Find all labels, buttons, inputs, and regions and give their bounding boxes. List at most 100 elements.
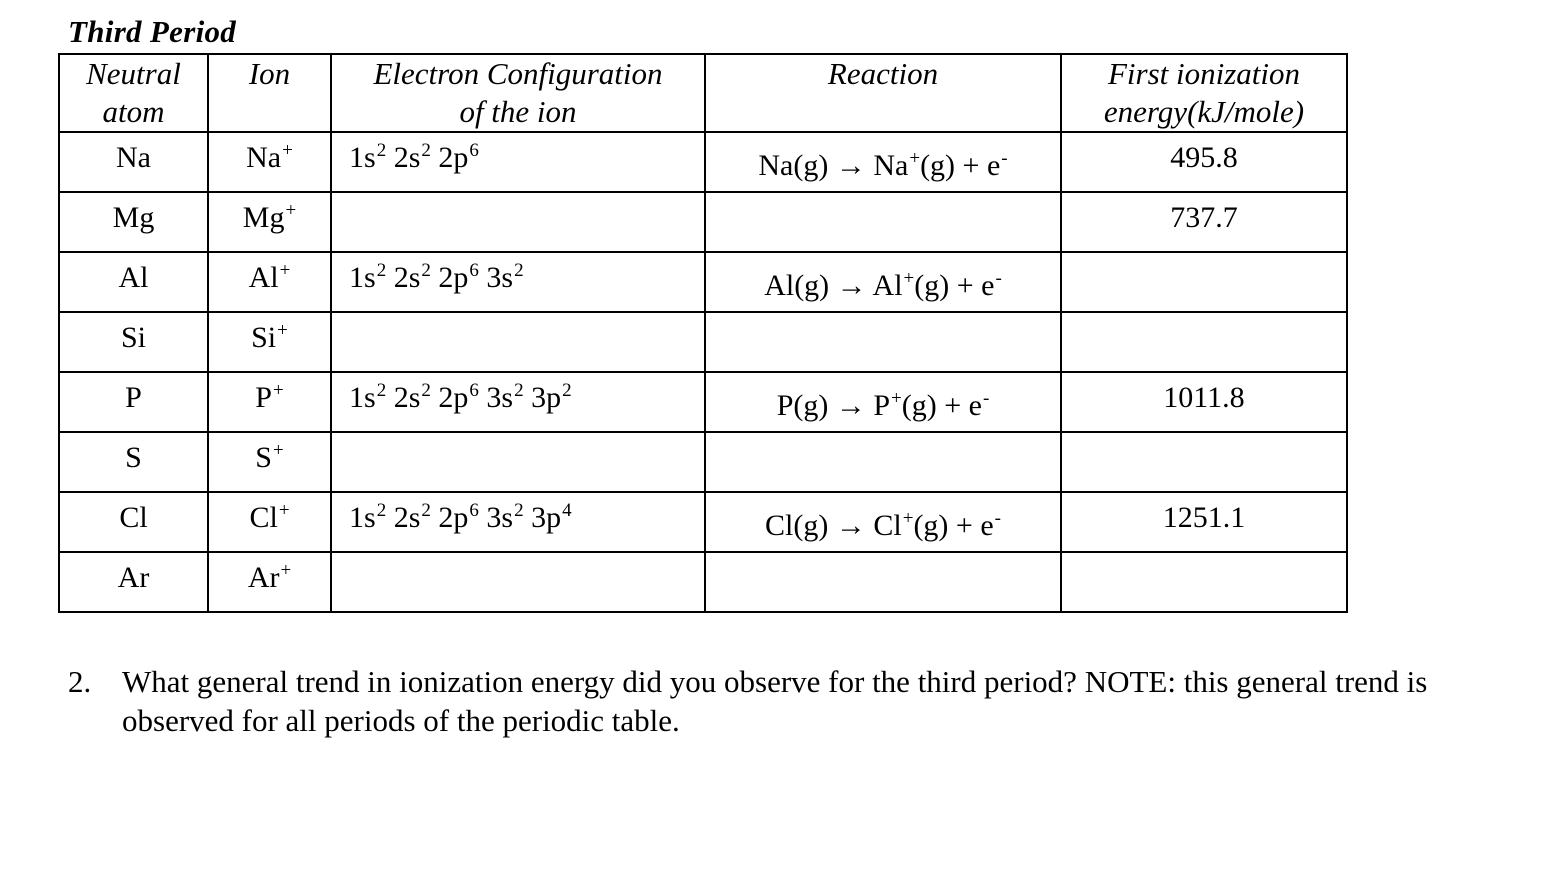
orbital: 3p (531, 381, 562, 414)
atom-cell: Na (58, 131, 209, 193)
orbital: 2s (393, 141, 421, 174)
ion-charge: + (272, 380, 284, 401)
orbital-electrons: 4 (562, 500, 572, 521)
electron-config-cell: 1s2 2s2 2p6 3s2 3p4 (330, 491, 706, 553)
ion-base: Al (248, 261, 279, 294)
reaction-cell (704, 551, 1062, 613)
reaction-cell: P(g) → P+(g) + e- (704, 371, 1062, 433)
ionization-energy-cell: 737.7 (1060, 191, 1348, 253)
header-first-ionization-energy: First ionization energy(kJ/mole) (1060, 53, 1348, 133)
ion-base: Si (251, 321, 277, 354)
product-ion: Al (872, 269, 903, 302)
ion-symbol: Al+ (249, 253, 291, 295)
atom-cell: S (58, 431, 209, 493)
header-reaction: Reaction (704, 53, 1062, 133)
ion-cell: Cl+ (207, 491, 332, 553)
ionization-energy-cell: 495.8 (1060, 131, 1348, 193)
ion-base: P (255, 381, 272, 414)
electron-config-cell: 1s2 2s2 2p6 (330, 131, 706, 193)
orbital-electrons: 2 (514, 500, 524, 521)
electron-config-cell (330, 191, 706, 253)
ion-charge: + (279, 260, 291, 281)
reaction-cell (704, 191, 1062, 253)
atom-cell: Si (58, 311, 209, 373)
orbital: 1s (349, 261, 376, 294)
section-title: Third Period (68, 14, 237, 49)
product-charge: + (903, 268, 915, 289)
orbital-electrons: 2 (421, 260, 431, 281)
table-body: Na Na+ 1s2 2s2 2p6 Na(g) → Na+(g) + e- 495.8… (58, 131, 1348, 613)
ionization-energy-cell (1060, 431, 1348, 493)
ion-base: Mg (242, 201, 285, 234)
reaction-rest: (g) + e (920, 149, 1001, 182)
table-row: Al Al+ 1s2 2s2 2p6 3s2 Al(g) → Al+(g) + e- (58, 251, 1348, 313)
ion-cell: S+ (207, 431, 332, 493)
ionization-energy-value: 737.7 (1170, 201, 1238, 234)
orbital: 1s (349, 501, 376, 534)
reactant-atom: Cl (765, 509, 794, 542)
ion-charge: + (278, 500, 290, 521)
orbital-electrons: 2 (562, 380, 572, 401)
product-charge: + (891, 388, 902, 409)
ion-cell: Ar+ (207, 551, 332, 613)
ion-base: S (255, 441, 272, 474)
atom-symbol: Si (120, 321, 147, 354)
orbital-electrons: 2 (376, 260, 387, 281)
ion-charge: + (277, 320, 288, 341)
ion-symbol: Na+ (246, 133, 293, 175)
orbital: 3p (531, 501, 562, 534)
header-ion: Ion (207, 53, 332, 133)
ionization-energy-cell: 1251.1 (1060, 491, 1348, 553)
atom-symbol: P (125, 381, 142, 414)
arrow-icon: → (835, 149, 866, 182)
electron-charge: - (994, 508, 1001, 529)
header-neutral-atom: Neutral atom (58, 53, 209, 133)
orbital: 3s (486, 501, 514, 534)
ionization-energy-value: 1251.1 (1162, 501, 1246, 534)
product-ion: P (873, 389, 891, 422)
ion-cell: P+ (207, 371, 332, 433)
reaction-rest: (g) + e (914, 269, 995, 302)
orbital: 3s (486, 261, 514, 294)
reactant-atom: Al (764, 269, 795, 302)
ion-charge: + (280, 560, 292, 581)
reaction-equation: Cl(g) → Cl+(g) + e- (765, 508, 1001, 542)
product-ion: Na (873, 149, 909, 182)
product-charge: + (909, 148, 921, 169)
orbital: 2p (438, 261, 469, 294)
reaction-cell: Cl(g) → Cl+(g) + e- (704, 491, 1062, 553)
orbital-electrons: 6 (469, 380, 479, 401)
ionization-table: Neutral atom Ion Electron Configuration … (58, 53, 1348, 613)
reaction-equation: Na(g) → Na+(g) + e- (758, 148, 1008, 182)
orbital: 2s (393, 381, 421, 414)
ionization-energy-cell (1060, 311, 1348, 373)
reaction-cell: Al(g) → Al+(g) + e- (704, 251, 1062, 313)
ionization-energy-cell (1060, 251, 1348, 313)
header-electron-configuration: Electron Configuration of the ion (330, 53, 706, 133)
orbital: 3s (486, 381, 514, 414)
ion-cell: Mg+ (207, 191, 332, 253)
ion-symbol: Cl+ (249, 493, 289, 535)
question-text: What general trend in ionization energy … (122, 664, 1428, 738)
electron-config-cell (330, 551, 706, 613)
reaction-rest: (g) + e (901, 389, 982, 422)
orbital-electrons: 6 (469, 260, 479, 281)
orbital: 2p (438, 381, 469, 414)
reaction-rest: (g) + e (913, 509, 994, 542)
atom-symbol: Cl (119, 501, 148, 534)
atom-symbol: Na (116, 141, 151, 174)
electron-config: 1s2 2s2 2p6 3s2 3p2 (349, 373, 572, 415)
table-row: Ar Ar+ (58, 551, 1348, 613)
ion-symbol: Mg+ (243, 193, 296, 235)
table-header-row: Neutral atom Ion Electron Configuration … (58, 53, 1348, 133)
table-row: Cl Cl+ 1s2 2s2 2p6 3s2 3p4 Cl(g) → Cl+(g) +… (58, 491, 1348, 553)
orbital-electrons: 6 (469, 500, 479, 521)
reactant-atom: Na (758, 149, 794, 182)
orbital-electrons: 2 (376, 380, 387, 401)
product-ion: Cl (873, 509, 902, 542)
atom-cell: Cl (58, 491, 209, 553)
orbital-electrons: 2 (421, 140, 431, 161)
orbital-electrons: 2 (421, 500, 431, 521)
atom-symbol: Ar (117, 561, 150, 594)
orbital-electrons: 2 (514, 260, 524, 281)
